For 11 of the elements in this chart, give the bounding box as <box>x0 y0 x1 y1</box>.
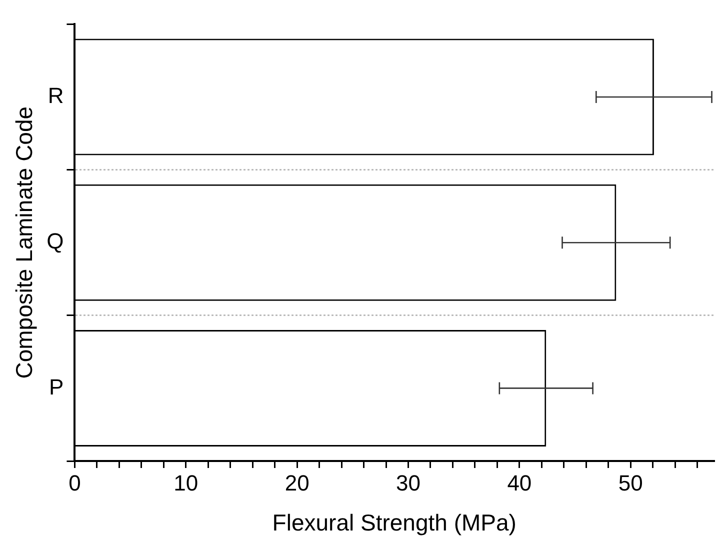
y-axis-title: Composite Laminate Code <box>11 106 38 379</box>
y-tick-label: Q <box>46 228 64 254</box>
x-axis-title: Flexural Strength (MPa) <box>272 510 516 536</box>
x-tick-label: 0 <box>68 470 81 496</box>
x-tick-label: 10 <box>174 470 198 496</box>
y-tick-label: P <box>49 374 64 400</box>
x-tick-label: 50 <box>618 470 643 496</box>
x-tick-label: 30 <box>396 470 420 496</box>
x-tick-label: 40 <box>507 470 532 496</box>
y-tick-label: R <box>48 83 64 108</box>
x-tick-label: 20 <box>284 470 310 496</box>
